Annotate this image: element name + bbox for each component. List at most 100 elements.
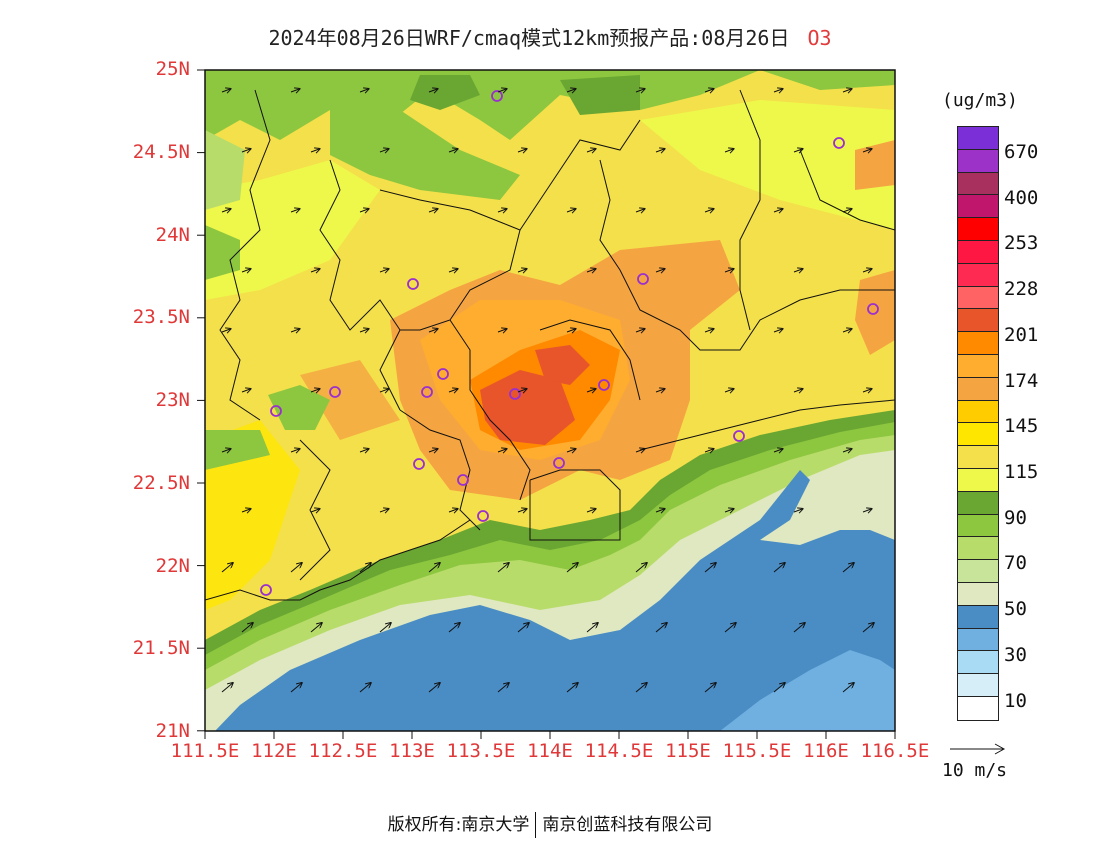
wind-arrow bbox=[862, 389, 872, 392]
wind-arrow bbox=[862, 269, 872, 272]
colorbar-label: 201 bbox=[1004, 324, 1039, 346]
wind-arrow bbox=[586, 269, 596, 272]
y-tick-label: 22N bbox=[155, 555, 190, 577]
copyright-text: 版权所有:南京大学 bbox=[387, 815, 530, 835]
wind-arrow bbox=[379, 623, 391, 633]
y-tick-label: 23.5N bbox=[132, 306, 190, 328]
wind-arrow bbox=[448, 269, 458, 272]
wind-arrow bbox=[704, 329, 714, 332]
wind-arrow bbox=[497, 89, 507, 92]
colorbar-label: 10 bbox=[1004, 690, 1027, 712]
wind-arrow bbox=[517, 269, 527, 272]
wind-arrow bbox=[862, 623, 874, 633]
colorbar-swatch bbox=[958, 172, 998, 196]
wind-arrow bbox=[428, 209, 438, 212]
wind-arrow bbox=[793, 389, 803, 392]
wind-arrow bbox=[497, 329, 507, 332]
wind-reference-label: 10 m/s bbox=[942, 760, 1008, 781]
wind-arrow bbox=[566, 563, 578, 573]
colorbar-swatch bbox=[958, 149, 998, 173]
wind-arrow bbox=[842, 449, 852, 452]
wind-arrow bbox=[704, 209, 714, 212]
colorbar-swatch bbox=[958, 628, 998, 652]
x-tick-label: 113E bbox=[389, 740, 435, 762]
wind-arrow bbox=[221, 89, 231, 92]
wind-arrow bbox=[704, 449, 714, 452]
wind-arrow bbox=[635, 563, 647, 573]
x-tick-label: 115E bbox=[665, 740, 711, 762]
colorbar-label: 90 bbox=[1004, 507, 1027, 529]
wind-arrow bbox=[842, 329, 852, 332]
wind-arrow bbox=[517, 389, 527, 392]
x-tick-label: 113.5E bbox=[446, 740, 516, 762]
wind-arrow bbox=[497, 209, 507, 212]
wind-arrow bbox=[655, 269, 665, 272]
x-tick-label: 112E bbox=[251, 740, 297, 762]
copyright-footer: 版权所有:南京大学 南京创蓝科技有限公司 bbox=[0, 810, 1100, 838]
wind-arrow bbox=[773, 329, 783, 332]
colorbar-swatch bbox=[958, 605, 998, 629]
colorbar-label: 670 bbox=[1004, 141, 1039, 163]
title-main: 2024年08月26日WRF/cmaq模式12km预报产品:08月26日 bbox=[268, 26, 790, 50]
wind-arrow bbox=[773, 449, 783, 452]
y-tick-label: 25N bbox=[155, 58, 190, 80]
wind-arrow bbox=[842, 563, 854, 573]
wind-arrow bbox=[635, 329, 645, 332]
wind-arrow bbox=[310, 623, 322, 633]
wind-arrow bbox=[793, 623, 805, 633]
wind-arrow bbox=[310, 269, 320, 272]
wind-arrow bbox=[428, 329, 438, 332]
wind-arrow bbox=[566, 209, 576, 212]
colorbar-label: 30 bbox=[1004, 644, 1027, 666]
colorbar-label: 253 bbox=[1004, 232, 1039, 254]
wind-arrow bbox=[290, 89, 300, 92]
x-tick-label: 115.5E bbox=[722, 740, 792, 762]
wind-vectors bbox=[221, 89, 874, 693]
colorbar-swatch bbox=[958, 332, 998, 355]
o3-field bbox=[205, 70, 895, 731]
wind-arrow bbox=[241, 509, 251, 512]
wind-arrow bbox=[842, 683, 854, 693]
wind-arrow bbox=[448, 389, 458, 392]
wind-arrow bbox=[359, 89, 369, 92]
wind-arrow bbox=[566, 449, 576, 452]
wind-arrow bbox=[566, 329, 576, 332]
x-tick-label: 114.5E bbox=[584, 740, 654, 762]
company-text: 南京创蓝科技有限公司 bbox=[542, 815, 713, 835]
wind-arrow bbox=[773, 89, 783, 92]
wind-arrow bbox=[862, 509, 872, 512]
wind-arrow bbox=[793, 509, 803, 512]
wind-arrow bbox=[290, 209, 300, 212]
x-tick-label: 116.5E bbox=[860, 740, 930, 762]
wind-arrow bbox=[310, 149, 320, 152]
footer-divider bbox=[535, 812, 537, 838]
colorbar-swatch bbox=[958, 218, 998, 241]
wind-arrow bbox=[359, 449, 369, 452]
x-tick-label: 116E bbox=[803, 740, 849, 762]
colorbar-swatch bbox=[958, 674, 998, 697]
wind-arrow bbox=[221, 683, 233, 693]
colorbar-swatch bbox=[958, 468, 998, 492]
wind-arrow bbox=[359, 683, 371, 693]
wind-arrow bbox=[773, 563, 785, 573]
wind-arrow bbox=[221, 563, 233, 573]
wind-arrow bbox=[497, 683, 509, 693]
wind-arrow bbox=[497, 563, 509, 573]
wind-arrow bbox=[704, 89, 714, 92]
colorbar-swatch bbox=[958, 423, 998, 447]
colorbar-swatch bbox=[958, 560, 998, 583]
wind-arrow bbox=[724, 389, 734, 392]
wind-arrow bbox=[379, 269, 389, 272]
wind-arrow bbox=[448, 623, 460, 633]
wind-arrow bbox=[724, 149, 734, 152]
colorbar-swatch bbox=[958, 195, 998, 219]
colorbar-swatch bbox=[958, 446, 998, 469]
wind-arrow bbox=[842, 89, 852, 92]
colorbar-swatch bbox=[958, 582, 998, 606]
wind-arrow bbox=[448, 149, 458, 152]
wind-arrow bbox=[290, 683, 302, 693]
colorbar-swatch bbox=[958, 286, 998, 310]
wind-arrow bbox=[704, 563, 716, 573]
colorbar-swatch bbox=[958, 696, 998, 720]
